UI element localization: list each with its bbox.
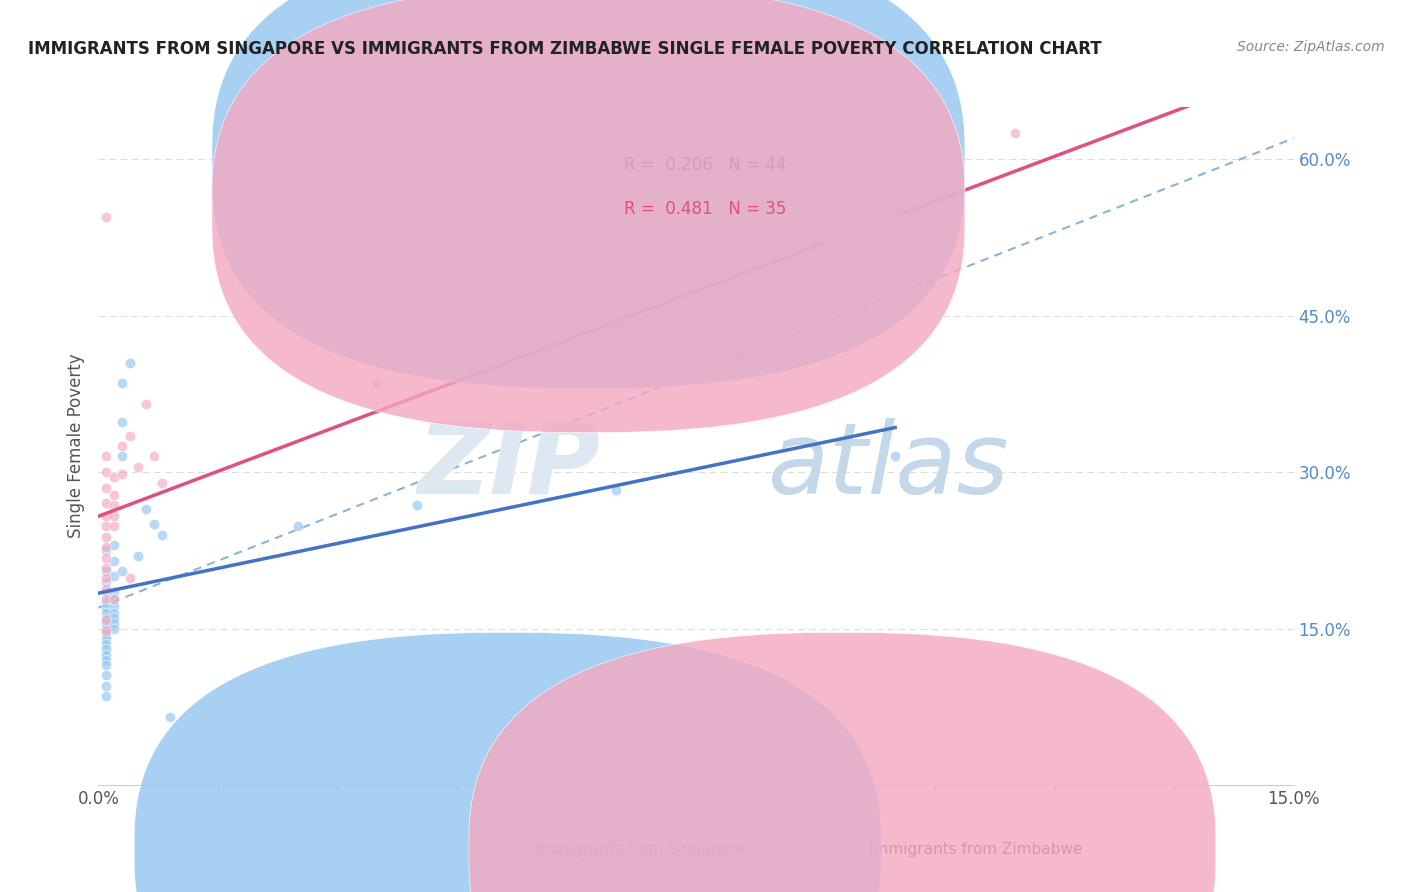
Point (96, 642, 118, 657)
Point (287, 519, 309, 533)
Point (96, 592, 118, 607)
FancyBboxPatch shape (470, 632, 1216, 892)
Text: R =  0.481   N = 35: R = 0.481 N = 35 (624, 200, 786, 218)
Point (103, 585, 125, 599)
Point (103, 470, 125, 484)
FancyBboxPatch shape (212, 0, 965, 388)
Point (111, 467, 134, 482)
Text: R =  0.206   N = 44: R = 0.206 N = 44 (624, 156, 786, 174)
Point (103, 488, 125, 502)
Point (526, 345, 548, 359)
FancyBboxPatch shape (212, 0, 965, 433)
Point (120, 428, 142, 442)
Point (103, 519, 125, 533)
Point (96, 561, 118, 575)
Point (96, 481, 118, 495)
Point (111, 439, 134, 453)
FancyBboxPatch shape (135, 632, 882, 892)
Point (96, 613, 118, 627)
Point (103, 606, 125, 620)
Y-axis label: Single Female Poverty: Single Female Poverty (66, 354, 84, 538)
Point (111, 450, 134, 464)
Point (96, 564, 118, 578)
Point (96, 550, 118, 565)
Point (120, 571, 142, 585)
Text: atlas: atlas (768, 417, 1010, 515)
Point (884, 450, 907, 464)
Point (96, 582, 118, 596)
Text: ZIP: ZIP (418, 417, 600, 515)
Point (103, 508, 125, 523)
Point (96, 571, 118, 585)
Point (605, 483, 627, 497)
Point (96, 540, 118, 554)
Point (96, 210, 118, 224)
Point (103, 569, 125, 583)
Point (96, 530, 118, 544)
Point (127, 549, 149, 563)
Point (150, 475, 173, 490)
Point (96, 668, 118, 682)
Point (120, 355, 142, 369)
Point (96, 519, 118, 533)
FancyBboxPatch shape (541, 120, 900, 243)
Point (96, 616, 118, 631)
Point (103, 554, 125, 568)
Point (111, 564, 134, 578)
Point (96, 648, 118, 662)
Point (1004, 126, 1026, 140)
Point (103, 611, 125, 625)
Point (96, 450, 118, 464)
Point (111, 376, 134, 391)
Point (96, 606, 118, 620)
Point (96, 600, 118, 615)
Point (111, 415, 134, 429)
Point (96, 574, 118, 589)
Point (96, 465, 118, 479)
Text: IMMIGRANTS FROM SINGAPORE VS IMMIGRANTS FROM ZIMBABWE SINGLE FEMALE POVERTY CORR: IMMIGRANTS FROM SINGAPORE VS IMMIGRANTS … (28, 40, 1102, 58)
Point (406, 499, 429, 513)
Point (96, 585, 118, 599)
Point (103, 616, 125, 631)
Point (96, 496, 118, 510)
Point (96, 624, 118, 638)
Point (135, 501, 157, 516)
Point (150, 527, 173, 541)
Point (103, 592, 125, 607)
Point (103, 592, 125, 607)
Point (724, 345, 747, 359)
Text: Immigrants from Zimbabwe: Immigrants from Zimbabwe (869, 842, 1083, 857)
Point (96, 543, 118, 558)
Point (96, 653, 118, 667)
Point (103, 622, 125, 636)
Point (103, 538, 125, 552)
Point (96, 679, 118, 693)
Point (366, 376, 388, 391)
Point (96, 690, 118, 704)
Point (103, 599, 125, 613)
Point (127, 459, 149, 474)
Point (143, 450, 166, 464)
Point (96, 508, 118, 523)
Point (135, 397, 157, 411)
Point (143, 517, 166, 532)
Text: Source: ZipAtlas.com: Source: ZipAtlas.com (1237, 40, 1385, 54)
Point (96, 622, 118, 636)
Point (103, 499, 125, 513)
Point (96, 632, 118, 646)
Text: Immigrants from Singapore: Immigrants from Singapore (534, 842, 745, 857)
Point (96, 611, 118, 625)
Point (159, 710, 181, 724)
Point (96, 626, 118, 640)
Point (96, 658, 118, 673)
Point (96, 637, 118, 651)
Point (96, 595, 118, 609)
Point (605, 319, 627, 334)
